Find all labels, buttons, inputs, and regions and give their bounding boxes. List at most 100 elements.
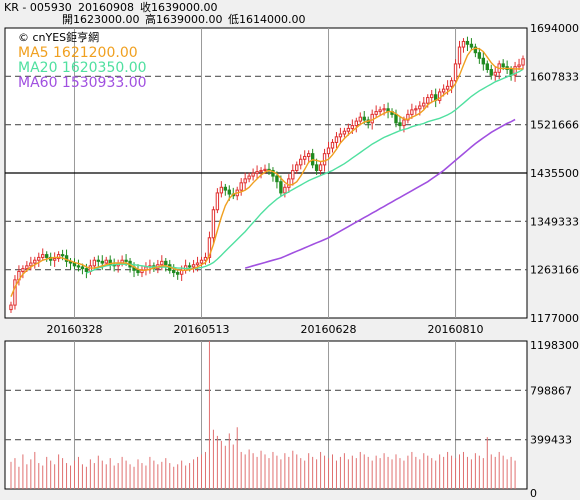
candle-body bbox=[191, 264, 196, 268]
candle-body bbox=[84, 268, 89, 272]
candle-body bbox=[187, 265, 192, 268]
candle-body bbox=[283, 186, 287, 194]
candle-body bbox=[176, 272, 180, 275]
candle-body bbox=[271, 169, 275, 177]
candle-body bbox=[461, 40, 466, 48]
volume-y-tick-label: 0 bbox=[530, 487, 537, 500]
candle-body bbox=[29, 262, 33, 267]
candle-body bbox=[398, 122, 402, 127]
candle-body bbox=[299, 158, 303, 166]
candle-body bbox=[259, 169, 263, 173]
price-y-tick-label: 1607833.3 bbox=[530, 70, 580, 83]
header-low: 低1614000.00 bbox=[228, 13, 306, 26]
candle-body bbox=[453, 63, 458, 82]
candle-body bbox=[223, 186, 228, 191]
candle-body bbox=[346, 127, 351, 132]
candle-body bbox=[382, 108, 386, 111]
price-y-tick-label: 1177000.0 bbox=[530, 312, 580, 325]
candle-body bbox=[326, 147, 331, 155]
candle-body bbox=[100, 260, 104, 264]
candle-body bbox=[437, 91, 442, 101]
candle-body bbox=[501, 63, 505, 68]
candle-body bbox=[41, 254, 45, 258]
price-x-tick-label: 20160513 bbox=[174, 323, 230, 336]
price-x-tick-label: 20160328 bbox=[46, 323, 102, 336]
candle-body bbox=[80, 266, 85, 270]
candle-body bbox=[275, 175, 279, 183]
candle-body bbox=[342, 130, 347, 135]
candle-body bbox=[33, 259, 37, 264]
candle-body bbox=[211, 209, 216, 239]
candle-body bbox=[255, 171, 259, 174]
candle-body bbox=[334, 136, 339, 143]
price-y-tick-label: 1694000.0 bbox=[530, 22, 580, 35]
ma5-line bbox=[10, 47, 524, 297]
candle-body bbox=[418, 105, 422, 110]
candle-body bbox=[489, 69, 493, 76]
candle-body bbox=[291, 169, 295, 180]
candle-body bbox=[21, 268, 25, 272]
candle-body bbox=[426, 97, 430, 104]
candle-body bbox=[279, 181, 283, 194]
candle-body bbox=[394, 113, 398, 124]
candle-body bbox=[493, 71, 497, 76]
candle-body bbox=[314, 164, 319, 171]
candle-body bbox=[219, 186, 224, 194]
candle-body bbox=[330, 141, 335, 149]
candle-body bbox=[160, 260, 164, 266]
legend-ma5: MA5 1621200.00 bbox=[18, 45, 138, 61]
candle-body bbox=[430, 94, 434, 99]
candle-body bbox=[374, 111, 378, 115]
price-y-tick-label: 1521666.6 bbox=[530, 119, 580, 132]
candle-body bbox=[354, 120, 358, 127]
candle-body bbox=[52, 258, 57, 261]
candle-body bbox=[96, 259, 100, 262]
candle-body bbox=[13, 279, 17, 306]
candle-body bbox=[410, 109, 414, 115]
candle-body bbox=[362, 116, 366, 121]
volume-y-tick-label: 798867 bbox=[530, 384, 572, 397]
price-y-tick-label: 1263166.6 bbox=[530, 264, 580, 277]
legend-ma20: MA20 1620350.00 bbox=[18, 60, 147, 76]
candle-body bbox=[318, 164, 323, 171]
candle-body bbox=[92, 259, 97, 267]
candle-body bbox=[295, 164, 299, 171]
candle-body bbox=[350, 125, 355, 129]
candle-body bbox=[378, 109, 382, 113]
candle-body bbox=[445, 85, 450, 90]
ma60-line bbox=[244, 118, 516, 269]
candle-body bbox=[251, 172, 255, 177]
candle-body bbox=[465, 40, 470, 45]
candle-body bbox=[517, 64, 521, 68]
candle-body bbox=[441, 88, 446, 93]
header-date: 20160908 bbox=[78, 1, 134, 14]
candle-body bbox=[195, 262, 200, 266]
candle-body bbox=[469, 43, 474, 48]
candle-body bbox=[521, 58, 525, 66]
volume-y-tick-label: 399433 bbox=[530, 434, 572, 447]
candle-body bbox=[449, 80, 454, 87]
header-high: 高1639000.00 bbox=[145, 13, 223, 26]
candle-body bbox=[207, 237, 212, 258]
candle-body bbox=[422, 102, 426, 107]
price-y-tick-label: 1435500.0 bbox=[530, 167, 580, 180]
candle-body bbox=[239, 182, 243, 191]
candle-body bbox=[243, 178, 247, 184]
candle-body bbox=[164, 260, 168, 266]
candle-body bbox=[124, 259, 128, 262]
candle-body bbox=[481, 57, 486, 65]
candle-body bbox=[172, 269, 176, 274]
candle-body bbox=[485, 63, 489, 71]
candle-body bbox=[199, 259, 204, 264]
candle-body bbox=[9, 304, 13, 311]
candle-body bbox=[136, 269, 140, 274]
header-symbol: KR - 005930 bbox=[4, 1, 72, 14]
candle-body bbox=[477, 52, 482, 59]
watermark: © cnYES鉅亨網 bbox=[18, 30, 99, 44]
candle-body bbox=[303, 155, 307, 160]
candle-body bbox=[414, 108, 418, 111]
candle-body bbox=[263, 168, 267, 171]
price-x-tick-label: 20160628 bbox=[301, 323, 357, 336]
candle-body bbox=[104, 259, 108, 264]
